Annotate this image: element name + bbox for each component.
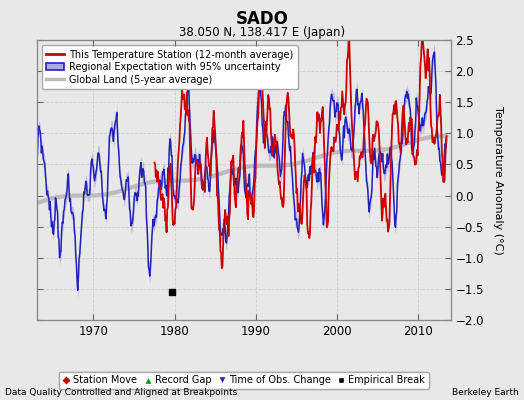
Text: Berkeley Earth: Berkeley Earth	[452, 388, 519, 397]
Legend: Station Move, Record Gap, Time of Obs. Change, Empirical Break: Station Move, Record Gap, Time of Obs. C…	[59, 372, 429, 389]
Text: 38.050 N, 138.417 E (Japan): 38.050 N, 138.417 E (Japan)	[179, 26, 345, 39]
Text: SADO: SADO	[236, 10, 288, 28]
Y-axis label: Temperature Anomaly (°C): Temperature Anomaly (°C)	[494, 106, 504, 254]
Text: Data Quality Controlled and Aligned at Breakpoints: Data Quality Controlled and Aligned at B…	[5, 388, 237, 397]
